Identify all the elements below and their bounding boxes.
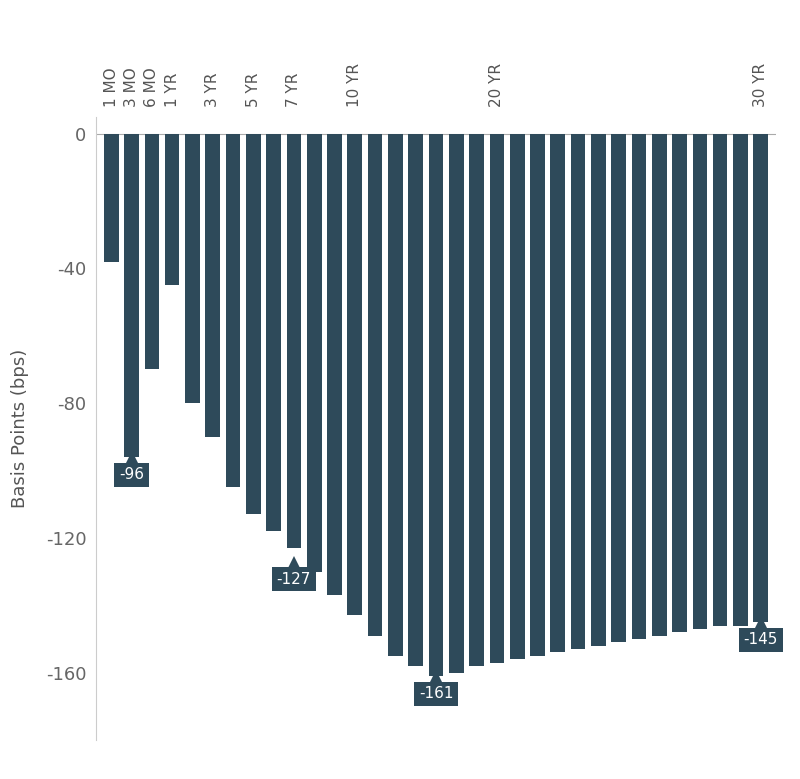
Bar: [733, 134, 748, 626]
Bar: [124, 134, 139, 457]
Bar: [611, 134, 626, 643]
Bar: [347, 134, 362, 615]
Bar: [388, 134, 402, 656]
Bar: [104, 134, 118, 262]
Bar: [286, 134, 302, 548]
Text: -127: -127: [277, 572, 311, 587]
Bar: [693, 134, 707, 629]
Bar: [632, 134, 646, 639]
Bar: [206, 134, 220, 437]
Bar: [550, 134, 565, 653]
Bar: [408, 134, 423, 666]
Bar: [591, 134, 606, 646]
Text: -96: -96: [119, 467, 144, 482]
Bar: [226, 134, 240, 488]
Bar: [185, 134, 200, 404]
Bar: [490, 134, 504, 663]
Bar: [652, 134, 666, 636]
Bar: [246, 134, 261, 514]
Bar: [165, 134, 179, 285]
Bar: [530, 134, 545, 656]
Bar: [429, 134, 443, 676]
Text: -145: -145: [743, 633, 778, 647]
Bar: [307, 134, 322, 572]
Bar: [754, 134, 768, 622]
Bar: [145, 134, 159, 369]
Text: -161: -161: [418, 686, 454, 701]
Bar: [510, 134, 525, 659]
Bar: [470, 134, 484, 666]
Bar: [266, 134, 281, 531]
Y-axis label: Basis Points (bps): Basis Points (bps): [11, 349, 29, 508]
Bar: [368, 134, 382, 636]
Bar: [449, 134, 464, 673]
Bar: [570, 134, 586, 649]
Bar: [713, 134, 727, 626]
Bar: [327, 134, 342, 595]
Bar: [672, 134, 687, 633]
